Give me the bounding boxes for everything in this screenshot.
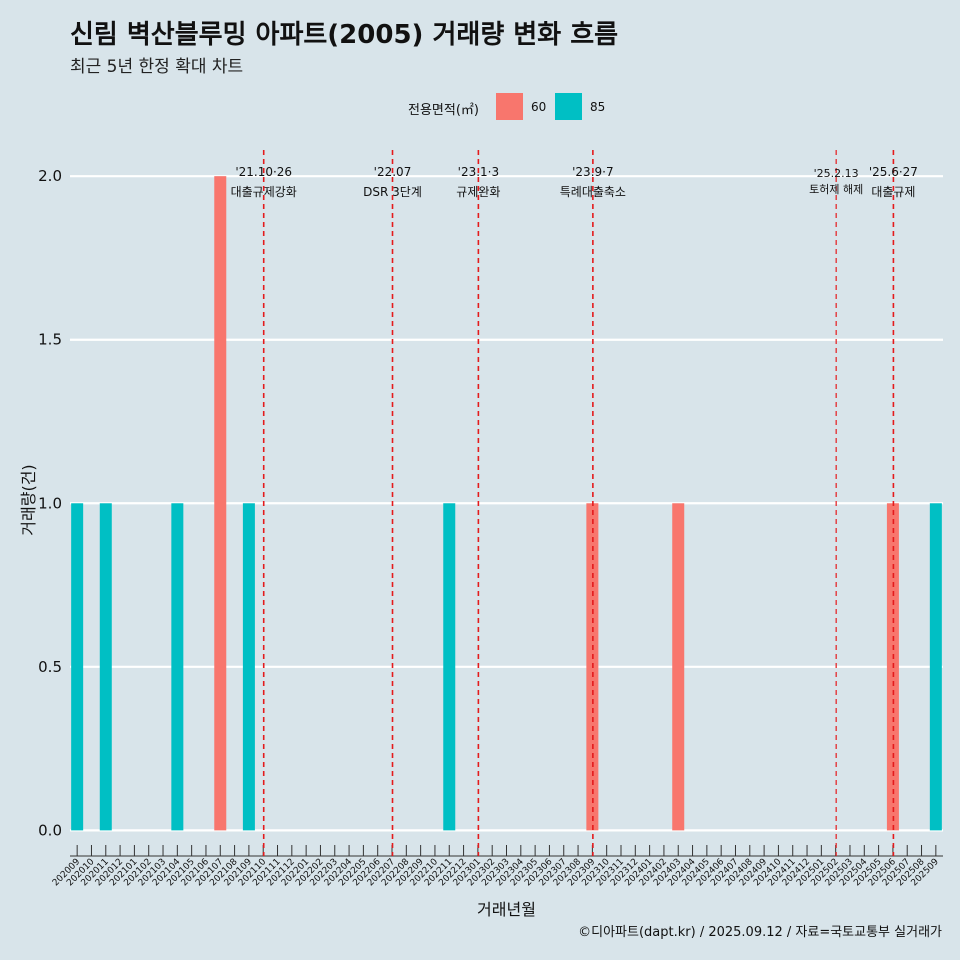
policy-date: '25.2.13 (814, 167, 859, 180)
bar-85-202109 (242, 503, 255, 831)
policy-label: 규제완화 (456, 185, 500, 199)
legend-key-60 (496, 93, 523, 120)
policy-label: 대출규제 (871, 185, 915, 199)
bar-85-202509 (929, 503, 942, 831)
policy-date: '22.07 (374, 165, 412, 179)
chart-subtitle: 최근 5년 한정 확대 차트 (70, 57, 244, 77)
policy-label: 대출규제강화 (231, 185, 297, 199)
policy-label: DSR 3단계 (363, 185, 422, 199)
policy-label: 특례대출축소 (560, 185, 626, 199)
bar-85-202011 (99, 503, 112, 831)
bar-85-202211 (443, 503, 456, 831)
policy-date: '23.9·7 (572, 165, 613, 179)
legend-key-85 (555, 93, 582, 120)
legend-title: 전용면적(㎡) (408, 103, 479, 118)
y-tick-label: 1.0 (38, 494, 62, 512)
x-axis-title: 거래년월 (477, 900, 536, 919)
caption: ©디아파트(dapt.kr) / 2025.09.12 / 자료=국토교통부 실… (578, 925, 942, 940)
y-tick-label: 0.5 (38, 658, 62, 676)
legend-label-60: 60 (531, 100, 547, 114)
bar-85-202009 (71, 503, 84, 831)
legend: 전용면적(㎡) 60 85 (0, 93, 960, 121)
policy-date: '25.6·27 (869, 165, 918, 179)
legend-label-85: 85 (590, 100, 606, 114)
chart-title: 신림 벽산블루밍 아파트(2005) 거래량 변화 흐름 (70, 20, 619, 50)
policy-label: 토허제 해제 (809, 182, 863, 196)
bar-85-202104 (171, 503, 184, 831)
y-tick-label: 1.5 (38, 331, 62, 349)
y-tick-label: 0.0 (38, 821, 62, 839)
bar-60-202107 (214, 176, 227, 831)
policy-date: '23.1·3 (458, 165, 499, 179)
y-axis-title: 거래량(건) (19, 464, 38, 535)
policy-date: '21.10·26 (235, 165, 292, 179)
y-tick-label: 2.0 (38, 167, 62, 185)
bar-60-202403 (672, 503, 685, 831)
